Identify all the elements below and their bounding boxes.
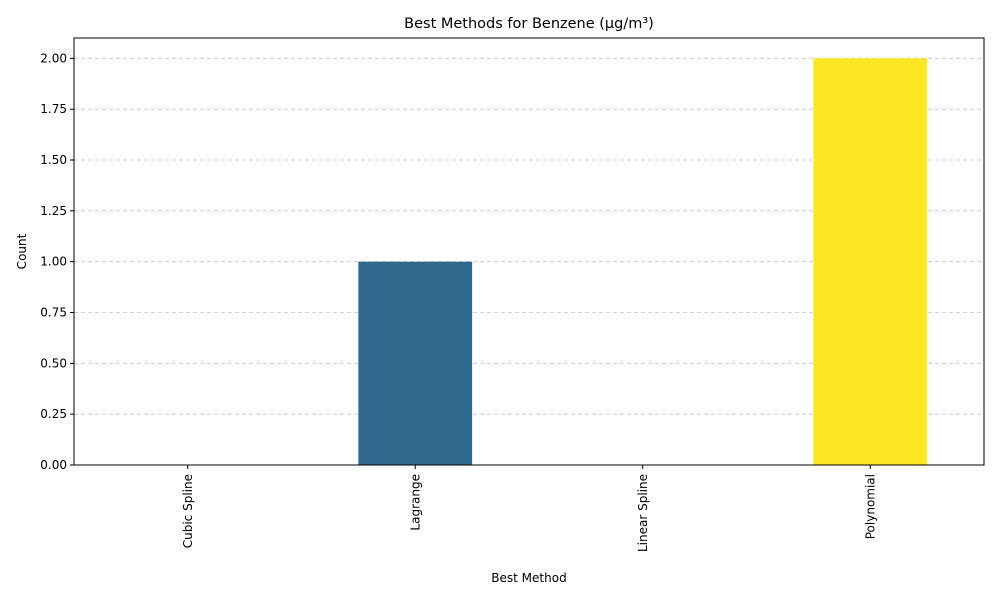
bars xyxy=(358,58,928,465)
y-axis-title: Count xyxy=(15,233,29,269)
x-tick-label: Cubic Spline xyxy=(181,474,195,548)
y-tick-label: 1.75 xyxy=(40,102,67,116)
y-tick-label: 0.25 xyxy=(40,407,67,421)
y-axis-ticks: 0.00 0.25 0.50 0.75 1.00 1.25 1.50 1.75 2.00 xyxy=(40,51,74,472)
x-axis-title: Best Method xyxy=(491,571,566,585)
bar-lagrange xyxy=(358,261,473,465)
y-tick-label: 1.50 xyxy=(40,153,67,167)
plot-frame xyxy=(73,37,985,466)
y-tick-label: 2.00 xyxy=(40,51,67,65)
y-tick-label: 0.75 xyxy=(40,306,67,320)
x-axis-ticks: Cubic Spline Lagrange Linear Spline Polynom… xyxy=(181,465,877,552)
y-tick-label: 1.00 xyxy=(40,255,67,269)
chart-title: Best Methods for Benzene (µg/m³) xyxy=(404,16,654,32)
x-tick-label: Polynomial xyxy=(863,474,877,539)
y-tick-label: 0.00 xyxy=(40,458,67,472)
y-tick-label: 0.50 xyxy=(40,356,67,370)
bar-polynomial xyxy=(813,58,928,465)
y-tick-label: 1.25 xyxy=(40,204,67,218)
x-tick-label: Linear Spline xyxy=(636,474,650,552)
x-tick-label: Lagrange xyxy=(408,474,422,531)
